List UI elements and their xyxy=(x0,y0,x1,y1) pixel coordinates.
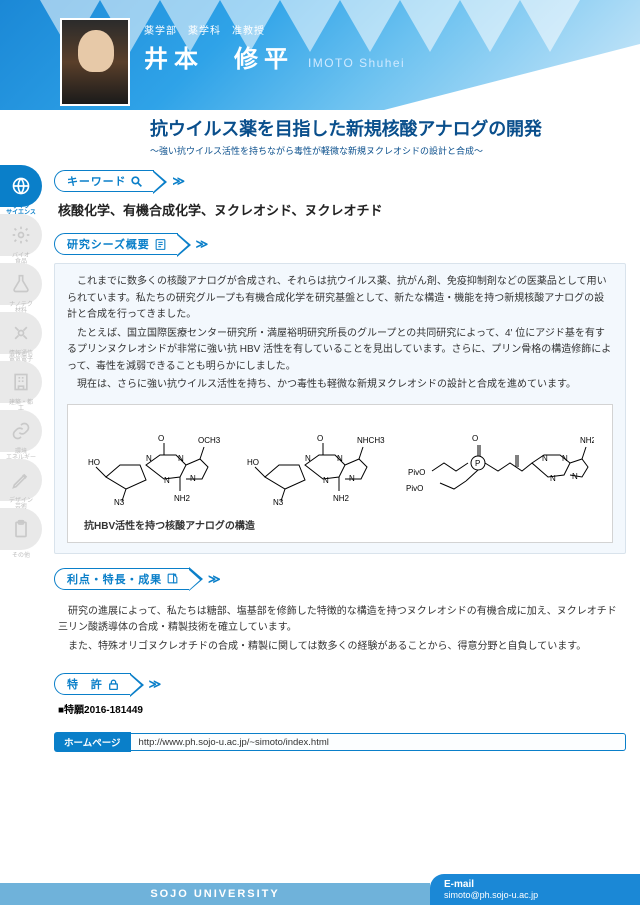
research-subtitle: 〜強い抗ウイルス活性を持ちながら毒性が軽微な新規ヌクレオシドの設計と合成〜 xyxy=(150,144,628,157)
footer: SOJO UNIVERSITY E-mail simoto@ph.sojo-u.… xyxy=(0,874,640,905)
rail-item-6[interactable]: デザイン芸術 xyxy=(0,459,42,501)
overview-body: これまでに数多くの核酸アナログが合成され、それらは抗ウイルス薬、抗がん剤、免疫抑… xyxy=(54,263,626,554)
section-keywords-label: キーワード xyxy=(67,173,126,189)
svg-text:N3: N3 xyxy=(273,498,284,507)
building-icon xyxy=(11,372,31,392)
svg-text:NH2: NH2 xyxy=(174,494,191,503)
patent-number: ■特願2016-181449 xyxy=(58,705,143,716)
section-keywords-ribbon: キーワード xyxy=(54,170,154,192)
rail-item-4[interactable]: 建築・都工 xyxy=(0,361,42,403)
svg-text:N: N xyxy=(572,472,578,481)
svg-text:N: N xyxy=(305,454,311,463)
svg-text:OCH3: OCH3 xyxy=(198,436,221,445)
figure-caption: 抗HBV活性を持つ核酸アナログの構造 xyxy=(76,519,604,536)
svg-text:O: O xyxy=(472,434,478,443)
section-patent-ribbon: 特 許 xyxy=(54,673,131,695)
email-label: E-mail xyxy=(444,879,474,890)
molecule-0: HO N3 OCH3 NH2 O N N N N xyxy=(86,415,226,514)
homepage-row: ホームページ http://www.ph.sojo-u.ac.jp/~simot… xyxy=(54,732,626,752)
svg-text:NH2: NH2 xyxy=(333,494,350,503)
pencil-icon xyxy=(11,470,31,490)
footer-university: SOJO UNIVERSITY xyxy=(0,883,430,905)
section-overview-label: 研究シーズ概要 xyxy=(67,236,150,252)
overview-p1: これまでに数多くの核酸アナログが合成され、それらは抗ウイルス薬、抗がん剤、免疫抑… xyxy=(67,274,613,324)
document-icon xyxy=(154,238,167,251)
chevron-icon: ≫ xyxy=(149,677,159,691)
section-overview-ribbon: 研究シーズ概要 xyxy=(54,233,178,255)
molecule-1: HO N3 NHCH3 NH2 O N N N N xyxy=(245,415,385,514)
name-english: IMOTO Shuhei xyxy=(308,56,405,70)
svg-text:N: N xyxy=(178,454,184,463)
footer-email: E-mail simoto@ph.sojo-u.ac.jp xyxy=(430,874,640,905)
molecule-structure: PivOPNH2OPivONNNN xyxy=(404,415,594,507)
section-merits-label: 利点・特長・成果 xyxy=(67,571,162,587)
merits-p1: 研究の進展によって、私たちは糖部、塩基部を修飾した特徴的な構造を持つヌクレオシド… xyxy=(58,604,622,637)
clipboard-icon xyxy=(11,519,31,539)
molecule-2: PivOPNH2OPivONNNN xyxy=(404,415,594,514)
svg-text:O: O xyxy=(158,434,164,443)
svg-text:N: N xyxy=(562,454,568,463)
svg-text:N: N xyxy=(323,476,329,485)
svg-text:PivO: PivO xyxy=(406,484,423,493)
profile-photo xyxy=(60,18,130,106)
patent-body: ■特願2016-181449 xyxy=(54,695,626,718)
molecule-structure: HO N3 OCH3 NH2 O N N N N xyxy=(86,415,226,507)
profile-block: 薬学部 薬学科 准教授 井本 修平 IMOTO Shuhei xyxy=(60,18,405,106)
svg-text:P: P xyxy=(475,459,480,468)
merits-p2: また、特殊オリゴヌクレオチドの合成・精製に関しては数多くの経験があることから、得… xyxy=(58,639,622,656)
gear-icon xyxy=(11,225,31,245)
section-patent-label: 特 許 xyxy=(67,676,103,692)
overview-p2: たとえば、国立国際医療センター研究所・満屋裕明研究所長のグループとの共同研究によ… xyxy=(67,326,613,376)
rail-item-0[interactable]: ライフサイエンス xyxy=(0,165,42,207)
category-rail: ライフサイエンスバイオ食品ナノテク材料情報通信電気電子建築・都工環境エネルギーデ… xyxy=(0,165,42,550)
svg-text:N3: N3 xyxy=(114,498,125,507)
rail-item-7[interactable]: その他 xyxy=(0,508,42,550)
flask-icon xyxy=(11,274,31,294)
rail-item-1[interactable]: バイオ食品 xyxy=(0,214,42,256)
svg-text:O: O xyxy=(317,434,323,443)
chevron-icon: ≫ xyxy=(172,174,182,188)
svg-text:N: N xyxy=(542,454,548,463)
svg-text:N: N xyxy=(550,474,556,483)
link-icon xyxy=(11,421,31,441)
chevron-icon: ≫ xyxy=(196,237,206,251)
globe-icon xyxy=(11,176,31,196)
svg-text:N: N xyxy=(337,454,343,463)
email-address[interactable]: simoto@ph.sojo-u.ac.jp xyxy=(444,890,538,900)
note-icon xyxy=(166,572,179,585)
overview-p3: 現在は、さらに強い抗ウイルス活性を持ち、かつ毒性も軽微な新規ヌクレオシドの設計と… xyxy=(67,377,613,394)
svg-text:NH2: NH2 xyxy=(580,436,594,445)
affiliation: 薬学部 薬学科 准教授 xyxy=(144,22,405,37)
svg-text:N: N xyxy=(164,476,170,485)
svg-text:N: N xyxy=(190,474,196,483)
homepage-url[interactable]: http://www.ph.sojo-u.ac.jp/~simoto/index… xyxy=(131,733,626,751)
section-merits-ribbon: 利点・特長・成果 xyxy=(54,568,190,590)
molecule-figure: HON3OCH3NH2ONNNNHON3NHCH3NH2ONNNNPivOPNH… xyxy=(67,404,613,543)
rail-item-2[interactable]: ナノテク材料 xyxy=(0,263,42,305)
molecule-structure: HO N3 NHCH3 NH2 O N N N N xyxy=(245,415,385,507)
svg-text:N: N xyxy=(349,474,355,483)
chevron-icon: ≫ xyxy=(208,572,218,586)
svg-text:HO: HO xyxy=(247,458,259,467)
search-icon xyxy=(130,175,143,188)
svg-text:HO: HO xyxy=(88,458,100,467)
svg-text:N: N xyxy=(146,454,152,463)
svg-text:PivO: PivO xyxy=(408,468,425,477)
lock-icon xyxy=(107,678,120,691)
rail-label: その他 xyxy=(0,553,42,559)
svg-text:NHCH3: NHCH3 xyxy=(357,436,385,445)
satellite-icon xyxy=(11,323,31,343)
research-title: 抗ウイルス薬を目指した新規核酸アナログの開発 xyxy=(150,115,628,141)
rail-item-5[interactable]: 環境エネルギー xyxy=(0,410,42,452)
homepage-tag: ホームページ xyxy=(54,732,131,752)
keywords-text: 核酸化学、有機合成化学、ヌクレオシド、ヌクレオチド xyxy=(54,200,626,219)
name-japanese: 井本 修平 xyxy=(144,39,294,74)
merits-body: 研究の進展によって、私たちは糖部、塩基部を修飾した特徴的な構造を持つヌクレオシド… xyxy=(54,598,626,660)
rail-item-3[interactable]: 情報通信電気電子 xyxy=(0,312,42,354)
